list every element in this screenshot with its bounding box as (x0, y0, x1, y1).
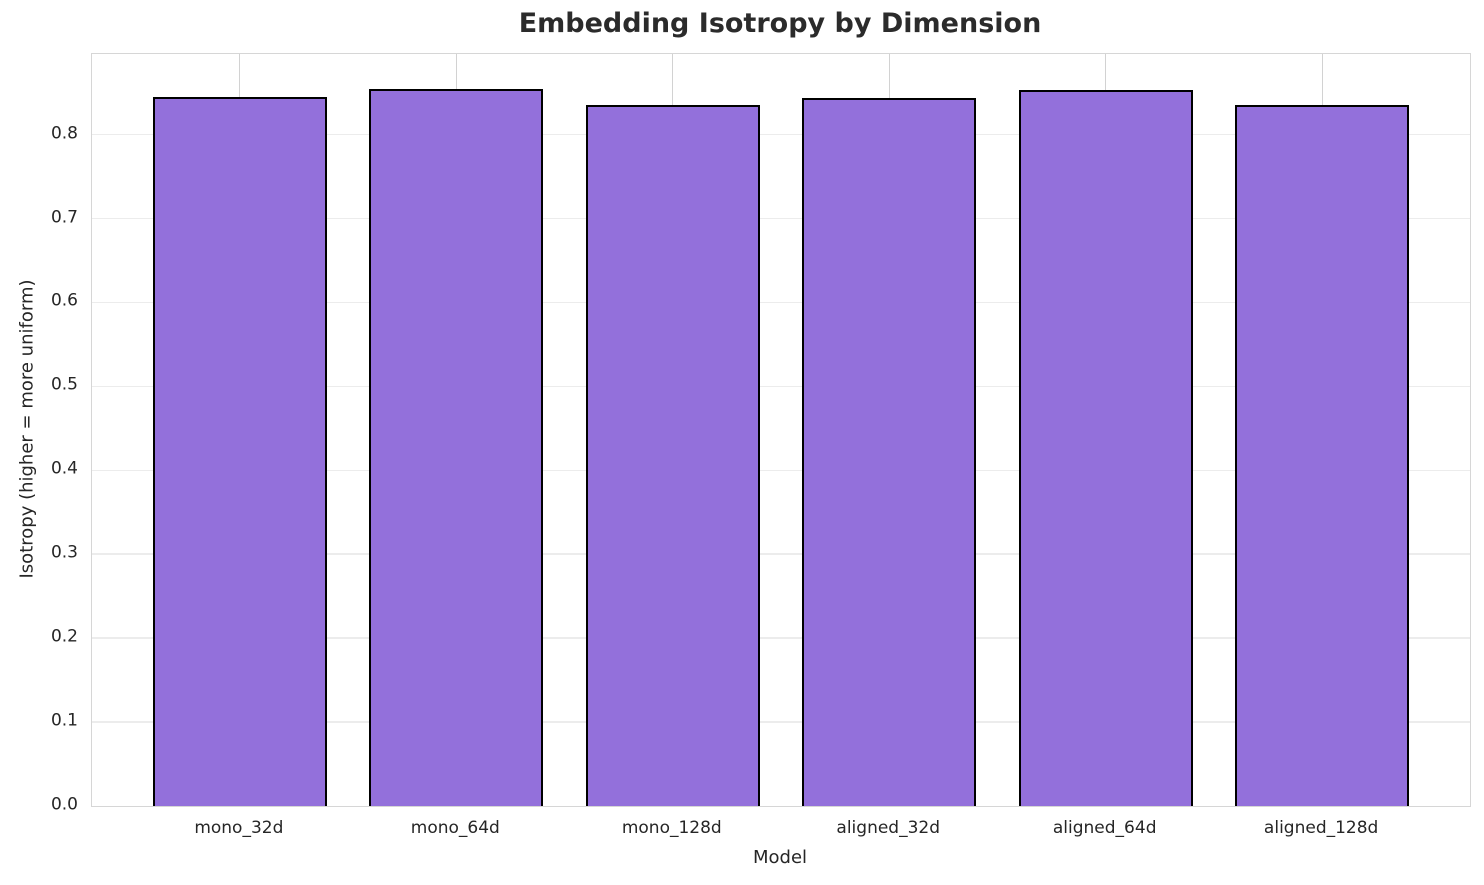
y-tick-label: 0.0 (50, 794, 78, 815)
plot-area (91, 53, 1471, 807)
x-tick-label: mono_128d (621, 818, 722, 838)
y-gridline (92, 469, 1470, 472)
y-gridline (92, 385, 1470, 388)
y-gridline (92, 133, 1470, 136)
x-tick-label: mono_64d (410, 818, 500, 838)
y-gridline (92, 553, 1470, 555)
y-tick-label: 0.4 (50, 458, 78, 479)
bar-mono_128d (585, 105, 760, 806)
x-tick-label: aligned_64d (1052, 818, 1157, 838)
y-tick-label: 0.5 (50, 374, 78, 395)
y-gridline (92, 301, 1470, 304)
x-axis-label: Model (752, 847, 808, 868)
y-gridline (92, 637, 1470, 639)
bar-aligned_64d (1018, 90, 1193, 806)
bar-mono_32d (152, 96, 327, 806)
y-gridline (92, 721, 1470, 723)
x-tick-label: mono_32d (194, 818, 284, 838)
y-tick-label: 0.8 (50, 123, 78, 144)
y-tick-label: 0.1 (50, 710, 78, 731)
bar-aligned_128d (1235, 105, 1410, 806)
y-tick-label: 0.2 (50, 626, 78, 647)
x-tick-label: aligned_32d (836, 818, 941, 838)
y-tick-label: 0.6 (50, 291, 78, 312)
bar-mono_64d (369, 89, 544, 806)
y-gridline (92, 217, 1470, 220)
bar-aligned_32d (802, 97, 977, 806)
y-tick-label: 0.3 (50, 542, 78, 563)
chart-title: Embedding Isotropy by Dimension (518, 8, 1042, 39)
y-tick-label: 0.7 (50, 207, 78, 228)
x-tick-label: aligned_128d (1263, 818, 1379, 838)
y-axis-label: Isotropy (higher = more uniform) (16, 279, 38, 579)
